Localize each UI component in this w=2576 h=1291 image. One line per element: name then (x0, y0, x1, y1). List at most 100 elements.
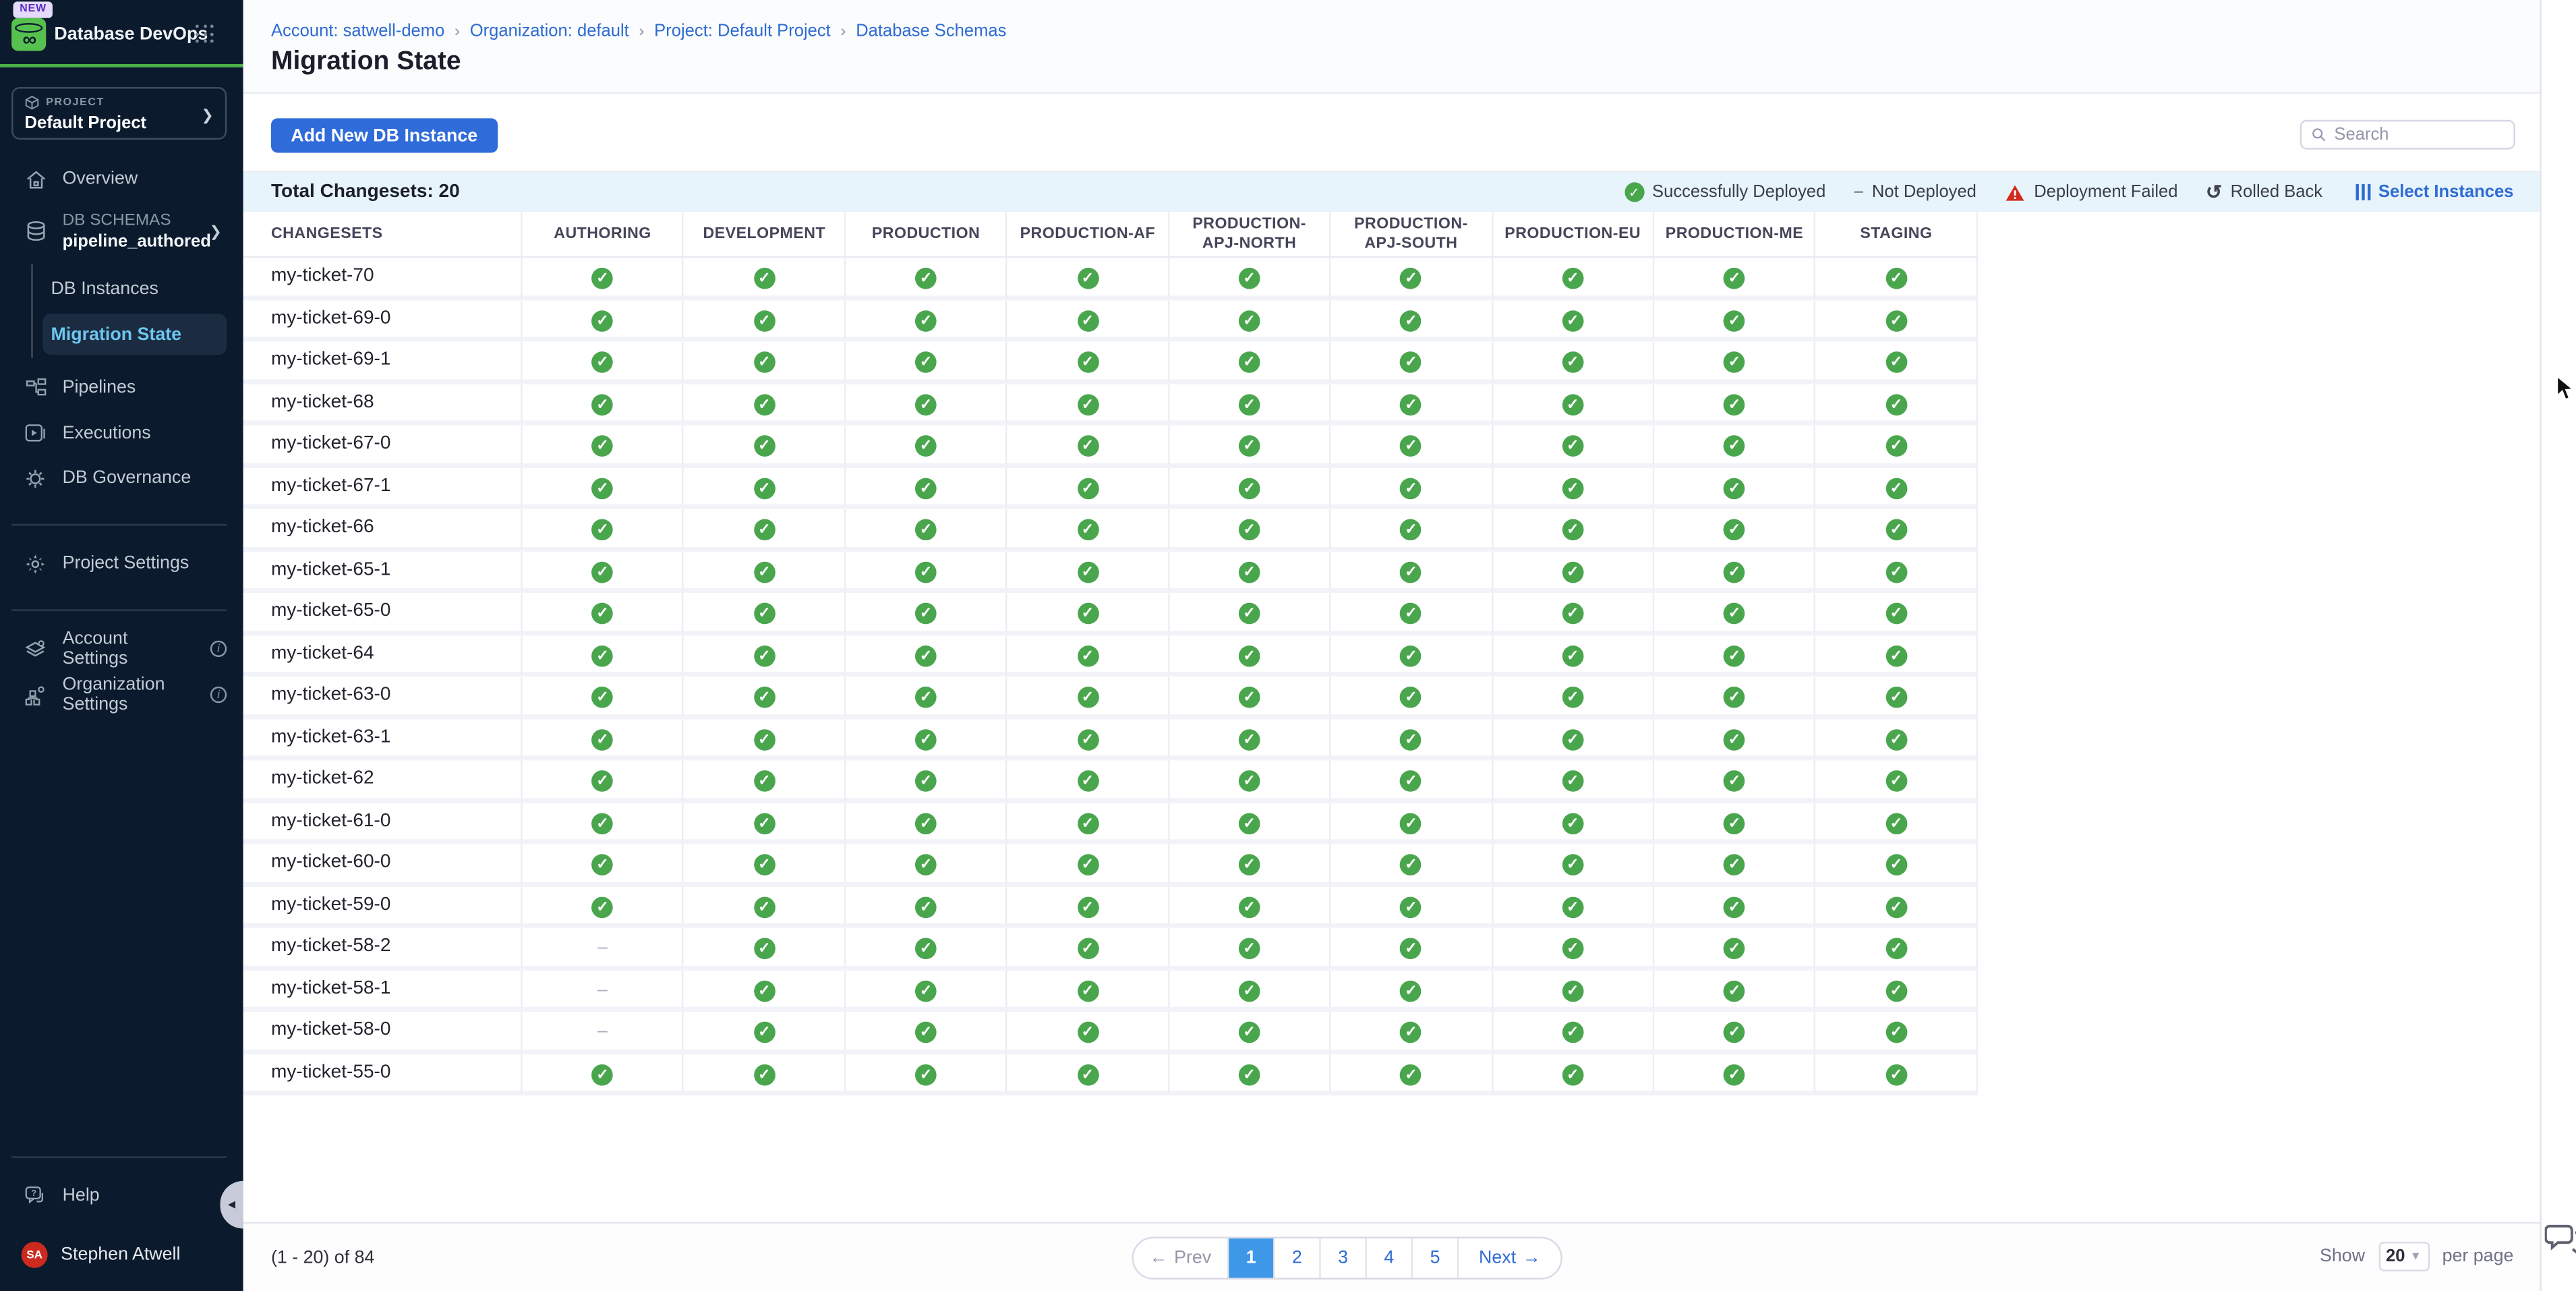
sidebar-item-db-governance[interactable]: DB Governance (13, 460, 230, 496)
changeset-name[interactable]: my-ticket-66 (243, 509, 523, 551)
sidebar-item-help[interactable]: ? Help (13, 1178, 230, 1214)
sidebar-item-overview[interactable]: Overview (13, 161, 230, 198)
column-header[interactable]: PRODUCTION (846, 212, 1007, 258)
breadcrumb-link[interactable]: Database Schemas (856, 22, 1006, 41)
sidebar-item-label: Project Settings (63, 554, 189, 573)
divider (11, 1156, 227, 1157)
success-icon: ✓ (915, 687, 937, 708)
chevron-right-icon: ❯ (201, 107, 213, 125)
status-cell: ✓ (846, 1054, 1007, 1095)
sidebar-item-db-schemas[interactable]: DB SCHEMAS pipeline_authored ❯ (13, 207, 230, 256)
status-cell: ✓ (1816, 803, 1978, 844)
sidebar-item-db-instances[interactable]: DB Instances (42, 272, 227, 306)
changeset-name[interactable]: my-ticket-58-1 (243, 970, 523, 1012)
changeset-name[interactable]: my-ticket-61-0 (243, 803, 523, 844)
success-icon: ✓ (915, 561, 937, 583)
status-cell: ✓ (1493, 258, 1655, 299)
success-icon: ✓ (753, 561, 775, 583)
changeset-name[interactable]: my-ticket-67-0 (243, 426, 523, 467)
success-icon: ✓ (1077, 645, 1099, 666)
changeset-name[interactable]: my-ticket-63-1 (243, 718, 523, 760)
page-button-4[interactable]: 4 (1367, 1238, 1413, 1278)
success-icon: ✓ (915, 310, 937, 332)
status-cell: ✓ (846, 803, 1007, 844)
column-header[interactable]: STAGING (1816, 212, 1978, 258)
success-icon: ✓ (1077, 352, 1099, 374)
page-button-1[interactable]: 1 (1229, 1238, 1275, 1278)
success-icon: ✓ (915, 813, 937, 834)
status-cell: ✓ (1331, 886, 1493, 928)
column-header[interactable]: PRODUCTION-APJ-SOUTH (1331, 212, 1493, 258)
page-button-5[interactable]: 5 (1413, 1238, 1459, 1278)
changeset-name[interactable]: my-ticket-65-1 (243, 551, 523, 593)
table-header-row: CHANGESETSAUTHORINGDEVELOPMENTPRODUCTION… (243, 212, 1979, 258)
project-selector[interactable]: PROJECT Default Project ❯ (11, 87, 227, 140)
column-header[interactable]: PRODUCTION-EU (1493, 212, 1655, 258)
sidebar-item-migration-state[interactable]: Migration State (42, 314, 227, 355)
select-instances-button[interactable]: Select Instances (2355, 182, 2514, 202)
changeset-name[interactable]: my-ticket-60-0 (243, 844, 523, 886)
success-icon: ✓ (753, 980, 775, 1002)
breadcrumb-separator: › (639, 23, 644, 41)
changeset-name[interactable]: my-ticket-55-0 (243, 1054, 523, 1095)
changeset-name[interactable]: my-ticket-64 (243, 635, 523, 677)
search-input[interactable] (2334, 125, 2503, 144)
chat-help-fab[interactable] (2545, 1220, 2576, 1257)
sidebar-item-pipelines[interactable]: Pipelines (13, 370, 230, 406)
column-header[interactable]: PRODUCTION-APJ-NORTH (1169, 212, 1331, 258)
add-db-instance-button[interactable]: Add New DB Instance (271, 118, 497, 152)
column-header[interactable]: AUTHORING (523, 212, 684, 258)
status-cell: ✓ (1654, 299, 1816, 341)
success-icon: ✓ (1077, 519, 1099, 541)
success-icon: ✓ (1077, 980, 1099, 1002)
page-button-2[interactable]: 2 (1275, 1238, 1321, 1278)
page-button-3[interactable]: 3 (1321, 1238, 1367, 1278)
success-icon: ✓ (1562, 896, 1583, 918)
success-icon: ✓ (915, 645, 937, 666)
next-page-button[interactable]: Next→ (1459, 1238, 1560, 1278)
changeset-name[interactable]: my-ticket-69-0 (243, 299, 523, 341)
changeset-name[interactable]: my-ticket-70 (243, 258, 523, 299)
success-icon: ✓ (753, 813, 775, 834)
info-icon[interactable]: i (210, 687, 227, 703)
success-icon: ✓ (1401, 855, 1422, 876)
page-size-select[interactable]: 20 ▼ (2378, 1242, 2430, 1271)
total-changesets: Total Changesets: 20 (271, 182, 460, 202)
column-header[interactable]: DEVELOPMENT (684, 212, 846, 258)
user-menu[interactable]: SA Stephen Atwell (13, 1237, 230, 1273)
module-grid-icon[interactable] (196, 25, 215, 45)
prev-page-button[interactable]: ←Prev (1134, 1238, 1229, 1278)
changeset-name[interactable]: my-ticket-59-0 (243, 886, 523, 928)
changeset-name[interactable]: my-ticket-67-1 (243, 467, 523, 509)
status-cell: ✓ (1654, 803, 1816, 844)
success-icon: ✓ (1239, 687, 1260, 708)
changeset-name[interactable]: my-ticket-65-0 (243, 593, 523, 635)
status-cell: ✓ (684, 467, 846, 509)
info-icon[interactable]: i (210, 641, 227, 657)
changeset-name[interactable]: my-ticket-68 (243, 384, 523, 426)
column-header[interactable]: PRODUCTION-AF (1007, 212, 1169, 258)
status-cell: ✓ (1654, 467, 1816, 509)
search-box[interactable] (2300, 120, 2515, 150)
status-cell: ✓ (1169, 467, 1331, 509)
changeset-name[interactable]: my-ticket-63-0 (243, 677, 523, 718)
success-icon: ✓ (592, 603, 614, 625)
changeset-name[interactable]: my-ticket-62 (243, 760, 523, 802)
column-header[interactable]: CHANGESETS (243, 212, 523, 258)
breadcrumb-link[interactable]: Account: satwell-demo (271, 22, 444, 41)
changeset-name[interactable]: my-ticket-58-2 (243, 928, 523, 970)
sidebar-item-organization-settings[interactable]: Organization Settings i (13, 677, 230, 713)
scrollbar-gutter[interactable] (2540, 0, 2576, 1291)
changeset-name[interactable]: my-ticket-58-0 (243, 1012, 523, 1054)
success-icon: ✓ (1239, 1022, 1260, 1043)
sidebar-item-project-settings[interactable]: Project Settings (13, 545, 230, 581)
breadcrumb-link[interactable]: Organization: default (470, 22, 629, 41)
status-cell: ✓ (684, 803, 846, 844)
sidebar-item-executions[interactable]: Executions (13, 415, 230, 452)
status-legend: ✓Successfully Deployed–Not DeployedDeplo… (1624, 182, 2322, 202)
sidebar-item-account-settings[interactable]: Account Settings i (13, 631, 230, 667)
success-icon: ✓ (1401, 310, 1422, 332)
breadcrumb-link[interactable]: Project: Default Project (654, 22, 831, 41)
column-header[interactable]: PRODUCTION-ME (1654, 212, 1816, 258)
changeset-name[interactable]: my-ticket-69-1 (243, 342, 523, 384)
